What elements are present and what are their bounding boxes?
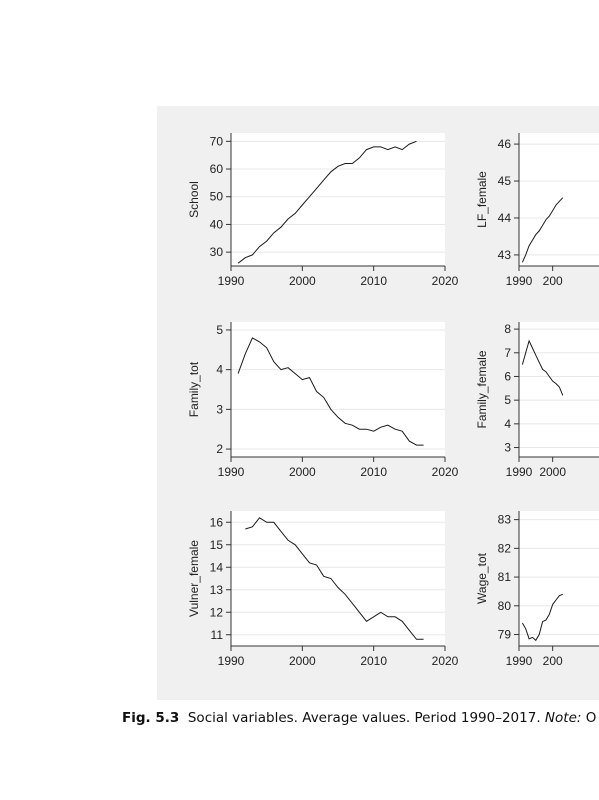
x-tick-label: 2020 <box>432 465 459 479</box>
y-tick-label: 40 <box>210 217 224 231</box>
plot-area <box>519 133 599 266</box>
y-tick-label: 82 <box>498 541 512 555</box>
x-tick-label: 2000 <box>539 465 566 479</box>
y-tick-label: 3 <box>216 402 223 416</box>
x-tick-label: 1990 <box>506 465 533 479</box>
y-tick-label: 43 <box>498 248 512 262</box>
chart-panel-5: 11 12 13 14 15 16 1990 2000 2010 2020 Vulner_femal… <box>187 511 459 668</box>
plot-area <box>231 133 445 266</box>
plot-area <box>231 322 445 457</box>
y-tick-label: 14 <box>210 560 224 574</box>
y-tick-label: 12 <box>210 605 224 619</box>
series-line <box>245 517 424 640</box>
y-axis-label: LF_female <box>475 171 489 228</box>
caption-note-label: Note: <box>544 710 582 726</box>
x-tick-label: 1990 <box>506 654 533 668</box>
figure-number: Fig. 5.3 <box>122 710 180 726</box>
y-tick-label: 5 <box>504 393 511 407</box>
x-tick-label: 1990 <box>218 465 245 479</box>
y-axis-label: Wage_tot <box>475 552 489 604</box>
y-tick-label: 46 <box>498 137 512 151</box>
y-tick-label: 6 <box>504 369 511 383</box>
figure-caption: Fig. 5.3 Social variables. Average value… <box>122 710 596 726</box>
y-tick-label: 4 <box>216 363 223 377</box>
x-tick-label: 1990 <box>218 274 245 288</box>
series-line <box>237 140 417 264</box>
y-tick-label: 7 <box>504 346 511 360</box>
y-axis-label: Family_female <box>475 350 489 428</box>
y-tick-label: 30 <box>210 245 224 259</box>
y-tick-label: 80 <box>498 599 512 613</box>
x-tick-label: 1990 <box>218 654 245 668</box>
y-tick-label: 11 <box>211 628 224 642</box>
y-tick-label: 16 <box>210 515 224 529</box>
y-tick-label: 3 <box>504 441 511 455</box>
x-tick-label: 2000 <box>289 274 316 288</box>
chart-panel-6: 79 80 81 82 83 1990 200 Wage_tot <box>475 511 599 668</box>
y-axis-label: School <box>187 181 201 218</box>
y-tick-label: 44 <box>498 211 512 225</box>
x-tick-label: 2010 <box>360 465 387 479</box>
series-line <box>237 337 424 446</box>
y-tick-label: 83 <box>498 513 512 527</box>
x-tick-label: 2010 <box>360 654 387 668</box>
y-tick-label: 81 <box>498 570 512 584</box>
y-tick-label: 70 <box>210 134 224 148</box>
y-tick-label: 8 <box>504 322 511 336</box>
series-line <box>521 339 564 396</box>
chart-panel-4: 3 4 5 6 7 8 1990 2000 Family_female <box>475 322 599 479</box>
plot-area <box>231 511 445 646</box>
y-tick-label: 13 <box>210 583 224 597</box>
y-tick-label: 60 <box>210 162 224 176</box>
x-tick-label: 2000 <box>289 465 316 479</box>
y-tick-label: 15 <box>210 538 224 552</box>
series-line <box>521 197 564 263</box>
y-tick-label: 2 <box>216 442 223 456</box>
x-tick-label: 2020 <box>432 654 459 668</box>
x-tick-label: 200 <box>543 274 563 288</box>
x-tick-label: 2000 <box>289 654 316 668</box>
caption-note-text: O <box>585 710 597 726</box>
y-tick-label: 5 <box>216 323 223 337</box>
plot-area <box>519 322 599 457</box>
x-tick-label: 1990 <box>506 274 533 288</box>
chart-panel-3: 2 3 4 5 1990 2000 2010 2020 Family_tot <box>187 322 459 479</box>
x-tick-label: 2010 <box>360 274 387 288</box>
y-tick-label: 50 <box>210 190 224 204</box>
y-tick-label: 79 <box>498 628 512 642</box>
series-line <box>521 593 563 642</box>
y-axis-label: Family_tot <box>187 361 201 417</box>
x-tick-label: 2020 <box>432 274 459 288</box>
caption-text: Social variables. Average values. Period… <box>187 710 541 726</box>
chart-panel-2: 43 44 45 46 1990 200 LF_female <box>475 133 599 288</box>
chart-panel-1: 30 40 50 60 70 1990 2000 2010 2020 School <box>187 133 459 288</box>
plot-area <box>519 511 599 646</box>
x-tick-label: 200 <box>543 654 563 668</box>
y-axis-label: Vulner_female <box>187 540 201 617</box>
y-tick-label: 4 <box>504 417 511 431</box>
y-tick-label: 45 <box>498 174 512 188</box>
